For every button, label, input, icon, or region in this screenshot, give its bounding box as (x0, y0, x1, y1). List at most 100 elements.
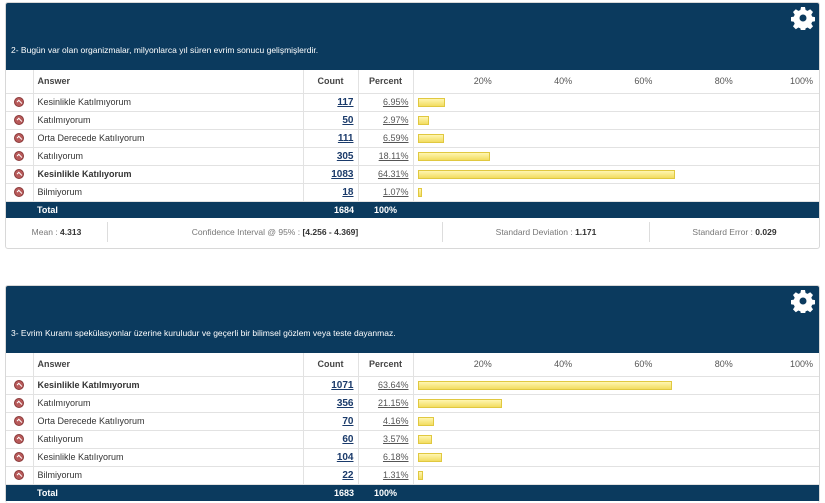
percent-header: Percent (357, 353, 413, 377)
question-panel: 3- Evrim Kuramı spekülasyonlar üzerine k… (5, 285, 820, 503)
percent-bar (417, 380, 673, 390)
total-row: Total 1683 100% (6, 484, 819, 501)
answer-label: Orta Derecede Katılıyorum (32, 412, 303, 431)
answer-label: Kesinlikle Katılıyorum (32, 165, 303, 184)
percent-bar (417, 97, 446, 107)
percent-bar (417, 115, 430, 125)
results-table: Answer Count Percent 20% 40% 60% 80% 100% Ke… (6, 70, 819, 218)
answer-icon[interactable] (14, 133, 25, 144)
answer-label: Orta Derecede Katılıyorum (32, 129, 303, 148)
count-link[interactable]: 111 (337, 132, 354, 144)
gear-icon[interactable] (790, 289, 816, 315)
answer-icon[interactable] (14, 434, 25, 445)
table-row: Katılıyorum 60 3.57% (6, 430, 819, 449)
answer-label: Kesinlikle Katılıyorum (32, 448, 303, 467)
answer-header: Answer (32, 70, 303, 94)
table-row: Bilmiyorum 22 1.31% (6, 466, 819, 485)
percent-header: Percent (357, 70, 413, 94)
scale-tick: 60% (634, 359, 653, 370)
count-link[interactable]: 356 (336, 397, 354, 409)
count-link[interactable]: 22 (342, 469, 354, 481)
table-header: Answer Count Percent 20% 40% 60% 80% 100% (6, 70, 819, 94)
count-link[interactable]: 305 (336, 150, 354, 162)
statistics-bar: Mean : 4.313 Confidence Interval @ 95% :… (6, 218, 819, 246)
percent-bar (417, 187, 422, 197)
scale-header: 20% 40% 60% 80% 100% (412, 353, 819, 377)
count-header: Count (302, 70, 358, 94)
percent-link[interactable]: 18.11% (378, 151, 409, 161)
question-panel: 2- Bugün var olan organizmalar, milyonla… (5, 2, 820, 249)
table-row: Kesinlikle Katılmıyorum 117 6.95% (6, 93, 819, 112)
table-row: Katılmıyorum 50 2.97% (6, 111, 819, 130)
table-row: Orta Derecede Katılıyorum 70 4.16% (6, 412, 819, 431)
percent-link[interactable]: 6.59% (382, 133, 409, 143)
total-label: Total (33, 201, 303, 218)
answer-icon[interactable] (14, 470, 25, 481)
scale-tick: 20% (473, 76, 492, 87)
count-link[interactable]: 1071 (331, 379, 354, 391)
count-link[interactable]: 70 (342, 415, 354, 427)
percent-link[interactable]: 3.57% (382, 434, 409, 444)
table-row: Bilmiyorum 18 1.07% (6, 183, 819, 202)
count-header: Count (302, 353, 358, 377)
question-header: 2- Bugün var olan organizmalar, milyonla… (6, 3, 819, 70)
mean-stat: Mean : 4.313 (6, 222, 108, 242)
answer-icon[interactable] (14, 380, 25, 391)
results-table: Answer Count Percent 20% 40% 60% 80% 100% Ke… (6, 353, 819, 501)
percent-bar (417, 416, 435, 426)
confidence-interval-stat: Confidence Interval @ 95% : [4.256 - 4.3… (108, 222, 443, 242)
answer-icon[interactable] (14, 115, 25, 126)
scale-header: 20% 40% 60% 80% 100% (412, 70, 819, 94)
answer-icon[interactable] (14, 169, 25, 180)
percent-bar (417, 133, 444, 143)
percent-link[interactable]: 1.07% (382, 187, 409, 197)
table-header: Answer Count Percent 20% 40% 60% 80% 100% (6, 353, 819, 377)
total-count: 1684 (303, 201, 358, 218)
percent-link[interactable]: 64.31% (377, 169, 409, 179)
count-link[interactable]: 1083 (331, 168, 354, 180)
total-count: 1683 (303, 484, 358, 501)
table-row: Kesinlikle Katılıyorum 104 6.18% (6, 448, 819, 467)
scale-tick: 80% (714, 76, 733, 87)
total-row: Total 1684 100% (6, 201, 819, 218)
percent-bar (417, 452, 443, 462)
answer-label: Katılıyorum (32, 147, 303, 166)
table-row: Kesinlikle Katılmıyorum 1071 63.64% (6, 376, 819, 395)
count-link[interactable]: 60 (342, 433, 354, 445)
answer-header: Answer (32, 353, 303, 377)
percent-link[interactable]: 6.18% (382, 452, 409, 462)
percent-bar (417, 151, 490, 161)
percent-link[interactable]: 4.16% (382, 416, 409, 426)
percent-bar (417, 398, 503, 408)
scale-tick: 100% (789, 76, 813, 87)
total-percent: 100% (358, 484, 413, 501)
answer-icon[interactable] (14, 416, 25, 427)
percent-link[interactable]: 1.31% (382, 470, 409, 480)
answer-label: Kesinlikle Katılmıyorum (32, 93, 303, 112)
answer-icon[interactable] (14, 187, 25, 198)
scale-tick: 40% (554, 76, 573, 87)
scale-tick: 80% (714, 359, 733, 370)
count-link[interactable]: 117 (337, 96, 354, 108)
answer-icon[interactable] (14, 97, 25, 108)
percent-link[interactable]: 63.64% (377, 380, 409, 390)
percent-bar (417, 470, 423, 480)
standard-deviation-stat: Standard Deviation : 1.171 (443, 222, 650, 242)
gear-icon[interactable] (790, 6, 816, 32)
percent-link[interactable]: 21.15% (377, 398, 409, 408)
count-link[interactable]: 50 (342, 114, 354, 126)
percent-link[interactable]: 6.95% (382, 97, 409, 107)
answer-icon[interactable] (14, 452, 25, 463)
total-label: Total (33, 484, 303, 501)
percent-bar (417, 169, 675, 179)
scale-tick: 100% (789, 359, 813, 370)
count-link[interactable]: 18 (342, 186, 354, 198)
standard-error-stat: Standard Error : 0.029 (692, 227, 777, 237)
answer-icon[interactable] (14, 398, 25, 409)
table-row: Katılıyorum 305 18.11% (6, 147, 819, 166)
percent-link[interactable]: 2.97% (382, 115, 409, 125)
answer-label: Bilmiyorum (32, 466, 303, 485)
count-link[interactable]: 104 (336, 451, 354, 463)
answer-icon[interactable] (14, 151, 25, 162)
table-row: Orta Derecede Katılıyorum 111 6.59% (6, 129, 819, 148)
